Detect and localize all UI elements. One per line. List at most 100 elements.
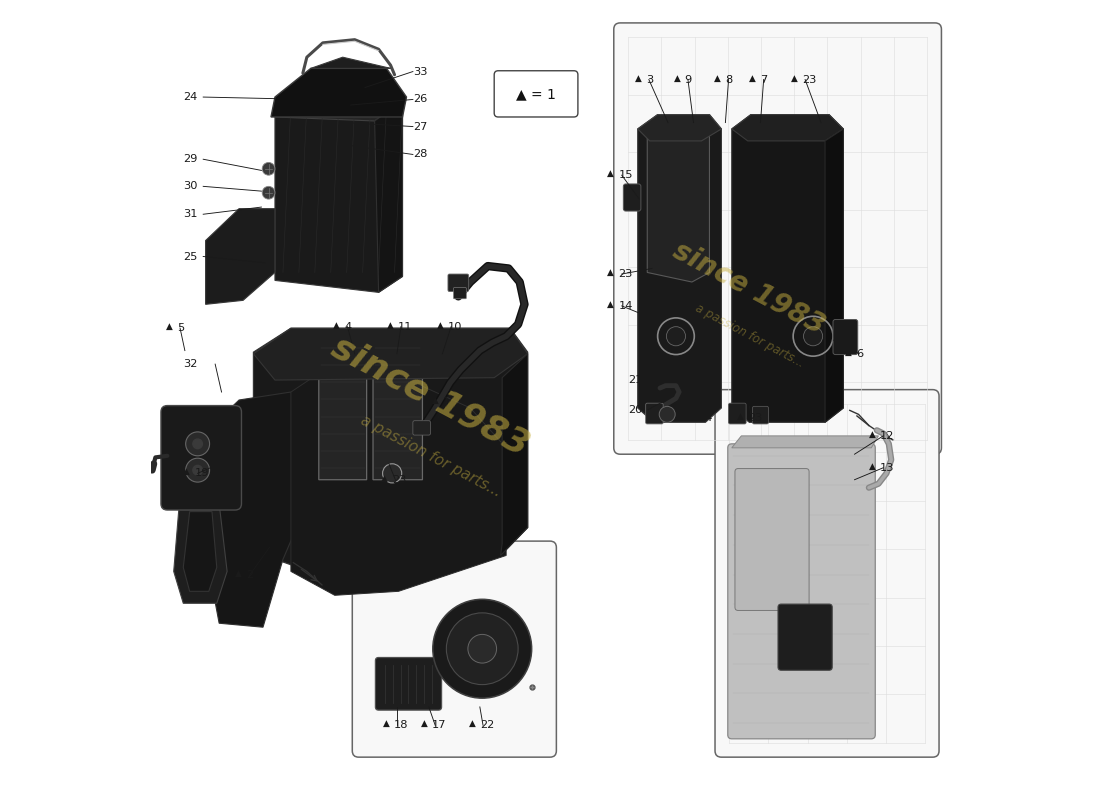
Text: ▲: ▲ [432, 395, 439, 405]
FancyBboxPatch shape [453, 287, 466, 298]
FancyBboxPatch shape [448, 274, 469, 291]
Circle shape [186, 432, 210, 456]
Text: 10: 10 [448, 322, 462, 332]
Polygon shape [184, 512, 217, 591]
Text: 28: 28 [412, 150, 427, 159]
Polygon shape [275, 101, 403, 292]
Text: ▲: ▲ [469, 719, 475, 728]
Text: 9: 9 [684, 74, 692, 85]
FancyBboxPatch shape [778, 604, 833, 670]
Text: 31: 31 [184, 210, 198, 219]
Text: ▲: ▲ [714, 74, 722, 82]
Polygon shape [271, 68, 407, 117]
Polygon shape [500, 354, 528, 555]
Text: 3: 3 [646, 74, 653, 85]
Polygon shape [319, 336, 366, 480]
Text: ▲: ▲ [437, 321, 443, 330]
Polygon shape [638, 114, 722, 422]
FancyBboxPatch shape [728, 403, 746, 424]
Circle shape [192, 466, 202, 475]
FancyBboxPatch shape [752, 406, 769, 424]
Text: a passion for parts...: a passion for parts... [358, 412, 504, 499]
Text: 5: 5 [177, 323, 184, 334]
Text: ▲: ▲ [381, 474, 388, 482]
FancyBboxPatch shape [614, 23, 942, 454]
Polygon shape [253, 328, 528, 569]
Text: 17: 17 [432, 720, 447, 730]
Text: 19: 19 [195, 468, 209, 478]
Text: 30: 30 [184, 182, 198, 191]
Text: ▲: ▲ [386, 321, 394, 330]
Polygon shape [206, 209, 275, 304]
Polygon shape [275, 77, 403, 121]
Text: 32: 32 [184, 359, 198, 369]
Text: ▲: ▲ [607, 169, 614, 178]
Polygon shape [253, 328, 528, 380]
Text: 7: 7 [760, 74, 768, 85]
Text: 23: 23 [748, 413, 763, 422]
Text: ▲: ▲ [383, 719, 389, 728]
Text: ▲: ▲ [791, 74, 798, 82]
Polygon shape [290, 368, 506, 595]
Circle shape [468, 634, 496, 663]
Polygon shape [732, 436, 879, 448]
Polygon shape [206, 392, 311, 627]
Text: ▲: ▲ [607, 268, 614, 277]
FancyBboxPatch shape [161, 406, 242, 510]
FancyBboxPatch shape [494, 70, 578, 117]
FancyBboxPatch shape [646, 403, 663, 424]
Text: 14: 14 [698, 413, 713, 422]
Circle shape [383, 464, 402, 483]
Text: 24: 24 [184, 92, 198, 102]
Text: ▲: ▲ [845, 348, 851, 357]
FancyBboxPatch shape [715, 390, 939, 757]
Text: 6: 6 [856, 349, 864, 358]
Polygon shape [373, 336, 422, 480]
Text: ▲: ▲ [184, 467, 190, 476]
Polygon shape [174, 504, 227, 603]
Circle shape [803, 326, 823, 346]
Text: ▲: ▲ [635, 74, 641, 82]
Text: ▲: ▲ [869, 430, 876, 438]
Text: 23: 23 [392, 474, 407, 485]
Text: 16: 16 [443, 397, 458, 406]
Text: 23: 23 [802, 74, 816, 85]
Text: 12: 12 [880, 431, 894, 441]
Text: ▲: ▲ [166, 322, 173, 331]
Polygon shape [732, 114, 844, 422]
Circle shape [432, 599, 531, 698]
Polygon shape [638, 114, 722, 141]
Text: 13: 13 [880, 462, 894, 473]
Text: ▲: ▲ [607, 300, 614, 309]
Polygon shape [647, 118, 710, 282]
Text: 20: 20 [628, 405, 642, 414]
Text: ▲: ▲ [749, 74, 756, 82]
Text: 21: 21 [628, 375, 642, 385]
FancyBboxPatch shape [728, 444, 876, 739]
Circle shape [192, 439, 202, 449]
Text: 4: 4 [344, 322, 351, 332]
Text: 11: 11 [398, 322, 412, 332]
Circle shape [659, 406, 675, 422]
FancyBboxPatch shape [735, 469, 810, 610]
Text: 33: 33 [412, 66, 428, 77]
Text: 23: 23 [618, 269, 632, 279]
Text: 8: 8 [725, 74, 733, 85]
Text: 22: 22 [480, 720, 494, 730]
Text: 18: 18 [394, 720, 408, 730]
Polygon shape [732, 114, 844, 141]
Text: ▲: ▲ [333, 321, 340, 330]
Text: ▲: ▲ [688, 411, 694, 421]
Text: a passion for parts...: a passion for parts... [693, 302, 806, 370]
Text: since 1983: since 1983 [326, 330, 535, 462]
Circle shape [262, 186, 275, 199]
Text: since 1983: since 1983 [669, 237, 829, 340]
Text: 29: 29 [184, 154, 198, 164]
Circle shape [186, 458, 210, 482]
Text: 15: 15 [618, 170, 634, 180]
FancyBboxPatch shape [833, 319, 858, 354]
Text: 14: 14 [618, 301, 632, 311]
FancyBboxPatch shape [375, 658, 441, 710]
Circle shape [667, 326, 685, 346]
FancyBboxPatch shape [412, 421, 430, 435]
